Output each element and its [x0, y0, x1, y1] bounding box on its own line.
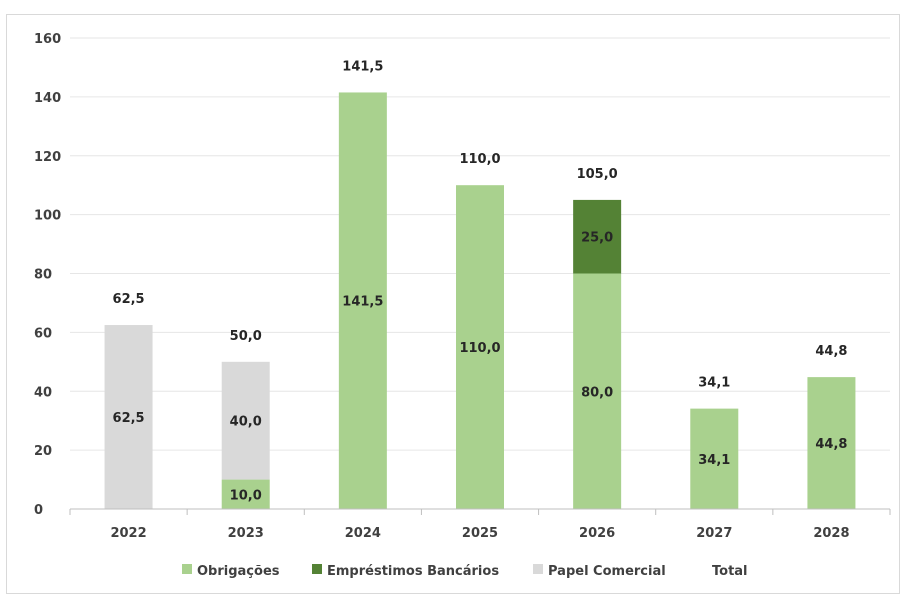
bar-segment: [807, 377, 856, 509]
y-tick-label: 80: [34, 268, 52, 283]
legend-label: Obrigações: [197, 564, 280, 579]
total-label: 50,0: [230, 329, 262, 344]
total-label: 34,1: [698, 376, 730, 391]
chart-frame: [6, 14, 900, 594]
legend-label: Papel Comercial: [548, 564, 666, 579]
x-axis: 2022 2023 2024 2025 2026 2027 2028: [69, 508, 891, 541]
x-tick-label: 2024: [345, 526, 381, 541]
y-tick-label: 120: [34, 150, 61, 165]
data-label: 62,5: [113, 411, 145, 426]
x-tick-label: 2026: [579, 526, 615, 541]
legend-swatch: [312, 564, 322, 574]
data-label: 25,0: [581, 231, 613, 246]
legend-swatch: [182, 564, 192, 574]
total-label: 110,0: [459, 152, 500, 167]
bar-segment: [221, 479, 270, 509]
y-tick-label: 20: [34, 444, 52, 459]
bar-segment: [338, 92, 387, 509]
data-label: 10,0: [230, 488, 262, 503]
x-tick-label: 2028: [813, 526, 849, 541]
x-tick-label: 2022: [110, 526, 146, 541]
data-label: 34,1: [698, 453, 730, 468]
total-label: 141,5: [342, 59, 383, 74]
y-tick-label: 140: [34, 91, 61, 106]
total-label: 62,5: [113, 292, 145, 307]
bars: 62,5 62,5 10,0 40,0 50,0 141,5 141,5 110,0 110,0…: [104, 59, 856, 509]
x-tick-label: 2023: [228, 526, 264, 541]
total-label: 105,0: [577, 167, 618, 182]
y-tick-label: 40: [34, 385, 52, 400]
data-label: 40,0: [230, 415, 262, 430]
data-label: 110,0: [459, 341, 500, 356]
legend-label: Total: [712, 564, 748, 579]
bar-segment: [690, 408, 739, 509]
data-label: 80,0: [581, 385, 613, 400]
legend-label: Empréstimos Bancários: [327, 564, 499, 579]
x-tick-label: 2025: [462, 526, 498, 541]
y-axis-ticks: 0 20 40 60 80 100 120 140 160: [34, 32, 61, 518]
y-tick-label: 0: [34, 503, 43, 518]
bar-segment: [104, 325, 153, 509]
legend-swatch: [533, 564, 543, 574]
bar-segment: [221, 361, 270, 480]
data-label: 44,8: [815, 437, 847, 452]
y-tick-label: 100: [34, 209, 61, 224]
legend: Obrigações Empréstimos Bancários Papel Com…: [182, 564, 748, 579]
x-tick-label: 2027: [696, 526, 732, 541]
bar-segment: [456, 185, 504, 509]
total-label: 44,8: [815, 344, 847, 359]
y-tick-label: 60: [34, 326, 52, 341]
bar-segment: [573, 199, 622, 274]
bar-segment: [573, 273, 622, 509]
data-label: 141,5: [342, 295, 383, 310]
y-tick-label: 160: [34, 32, 61, 47]
